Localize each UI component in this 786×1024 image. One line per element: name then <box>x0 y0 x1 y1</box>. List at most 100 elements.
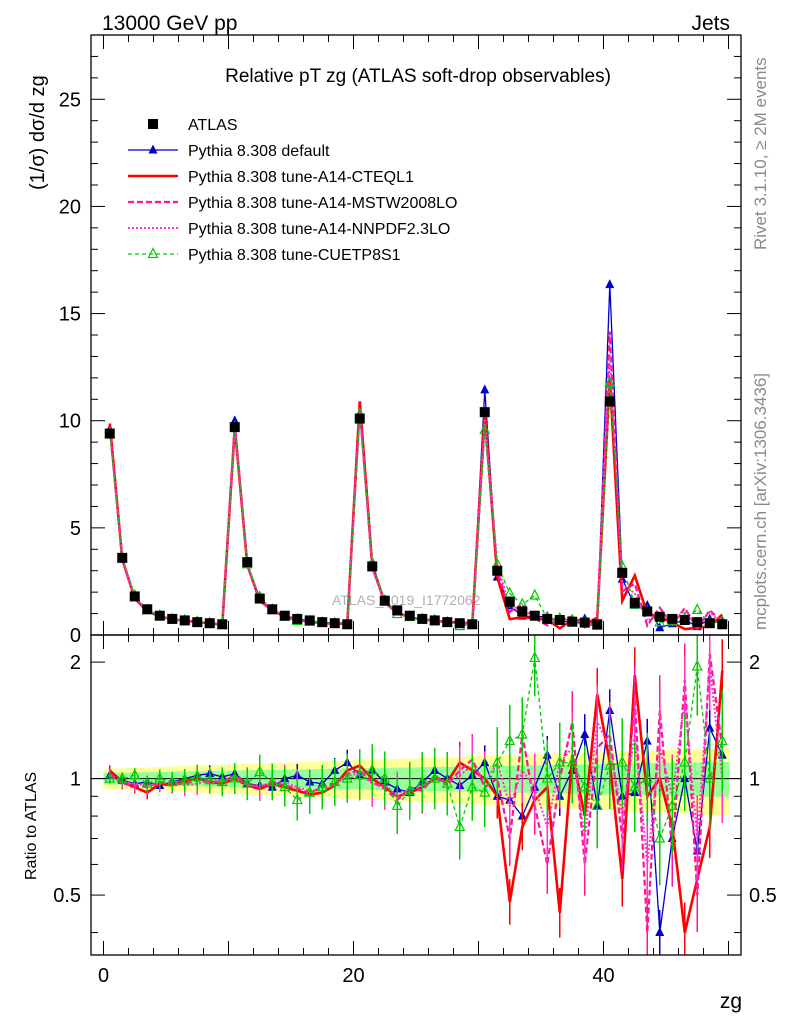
legend: ATLAS Pythia 8.308 default Pythia 8.308 tu… <box>128 117 457 264</box>
ratio-marker <box>654 831 666 843</box>
atlas-point <box>379 595 390 606</box>
ratio-tick-label-left: 1 <box>70 769 81 791</box>
ratio-marker <box>541 771 553 783</box>
ratio-marker <box>404 783 416 795</box>
ratio-marker <box>579 780 591 792</box>
ratio-marker <box>441 776 453 788</box>
atlas-point <box>342 619 353 630</box>
chart-title: Relative pT zg (ATLAS soft-drop observab… <box>225 66 611 87</box>
ratio-marker <box>655 927 665 937</box>
main-marker <box>480 384 490 394</box>
ratio-marker <box>254 765 266 777</box>
main-marker <box>529 588 541 600</box>
atlas-point <box>204 618 215 629</box>
ratio-line-3 <box>109 653 724 933</box>
x-tick-label: 0 <box>98 965 109 987</box>
atlas-point <box>367 561 378 572</box>
ratio-marker <box>416 775 428 787</box>
ratio-marker <box>379 771 391 783</box>
atlas-point <box>229 422 240 433</box>
ratio-marker <box>580 728 590 738</box>
legend-label: Pythia 8.308 default <box>188 143 330 160</box>
y-axis-title: (1/σ) dσ/d zg <box>27 75 49 190</box>
ratio-marker <box>705 722 715 732</box>
main-line-1 <box>109 284 723 629</box>
ratio-marker <box>191 770 203 782</box>
ratio-series-layer <box>104 635 728 955</box>
x-tick-label: 20 <box>342 965 364 987</box>
atlas-point <box>604 396 615 407</box>
atlas-point <box>442 617 453 628</box>
ratio-marker <box>166 775 178 787</box>
ratio-marker <box>691 659 703 671</box>
ratio-marker <box>316 780 328 792</box>
ratio-marker <box>516 727 528 739</box>
atlas-point <box>454 618 465 629</box>
atlas-point <box>504 596 515 607</box>
x-tick-label: 40 <box>592 965 614 987</box>
ratio-line-5 <box>109 657 723 841</box>
atlas-point <box>492 565 503 576</box>
ratio-marker <box>454 820 466 832</box>
ratio-marker <box>216 775 228 787</box>
y-tick-label: 5 <box>70 518 81 540</box>
atlas-point <box>104 428 115 439</box>
ratio-marker <box>179 773 191 785</box>
header-right: Jets <box>691 12 730 35</box>
ratio-marker <box>266 775 278 787</box>
atlas-point <box>142 604 153 615</box>
atlas-point <box>704 618 715 629</box>
ratio-marker <box>529 651 541 663</box>
atlas-point <box>654 611 665 622</box>
ratio-marker <box>604 758 616 770</box>
ratio-marker <box>104 771 116 783</box>
ratio-marker <box>479 785 491 797</box>
atlas-point <box>667 613 678 624</box>
ratio-marker <box>704 771 716 783</box>
ratio-marker <box>204 773 216 785</box>
ratio-marker <box>491 755 503 767</box>
atlas-point <box>692 617 703 628</box>
ratio-axis-title: Ratio to ATLAS <box>23 772 40 880</box>
atlas-point <box>254 593 265 604</box>
atlas-point <box>167 613 178 624</box>
ratio-frame <box>90 634 742 956</box>
atlas-point <box>404 610 415 621</box>
ratio-marker <box>341 771 353 783</box>
atlas-point <box>592 619 603 630</box>
atlas-point <box>292 613 303 624</box>
ratio-marker <box>129 768 141 780</box>
atlas-point <box>629 597 640 608</box>
atlas-point <box>129 591 140 602</box>
atlas-point <box>529 610 540 621</box>
atlas-point <box>317 617 328 628</box>
ratio-marker <box>504 734 516 746</box>
atlas-point <box>392 605 403 616</box>
atlas-point <box>517 606 528 617</box>
legend-marker <box>147 247 159 259</box>
atlas-point <box>542 613 553 624</box>
legend-label: Pythia 8.308 tune-A14-CTEQL1 <box>188 169 414 186</box>
atlas-point <box>354 413 365 424</box>
y-tick-label: 0 <box>70 625 81 647</box>
main-marker <box>604 375 616 387</box>
ratio-marker <box>154 771 166 783</box>
ratio-marker <box>366 763 378 775</box>
ratio-tick-label-right: 2 <box>749 652 760 674</box>
watermark: ATLAS_2019_I1772062 <box>332 592 481 608</box>
atlas-point <box>279 610 290 621</box>
legend-label: ATLAS <box>188 117 238 134</box>
atlas-point <box>679 615 690 625</box>
ratio-marker <box>279 780 291 792</box>
atlas-point <box>642 606 653 617</box>
ratio-marker <box>116 771 128 783</box>
rivet-label: Rivet 3.1.10, ≥ 2M events <box>751 57 770 250</box>
mcplots-label: mcplots.cern.ch [arXiv:1306.3436] <box>751 373 770 630</box>
ratio-marker <box>616 755 628 767</box>
legend-marker-atlas <box>148 119 158 129</box>
ratio-marker <box>554 755 566 767</box>
ratio-marker <box>591 799 603 810</box>
y-tick-label: 20 <box>59 196 81 218</box>
ratio-marker <box>716 734 728 746</box>
